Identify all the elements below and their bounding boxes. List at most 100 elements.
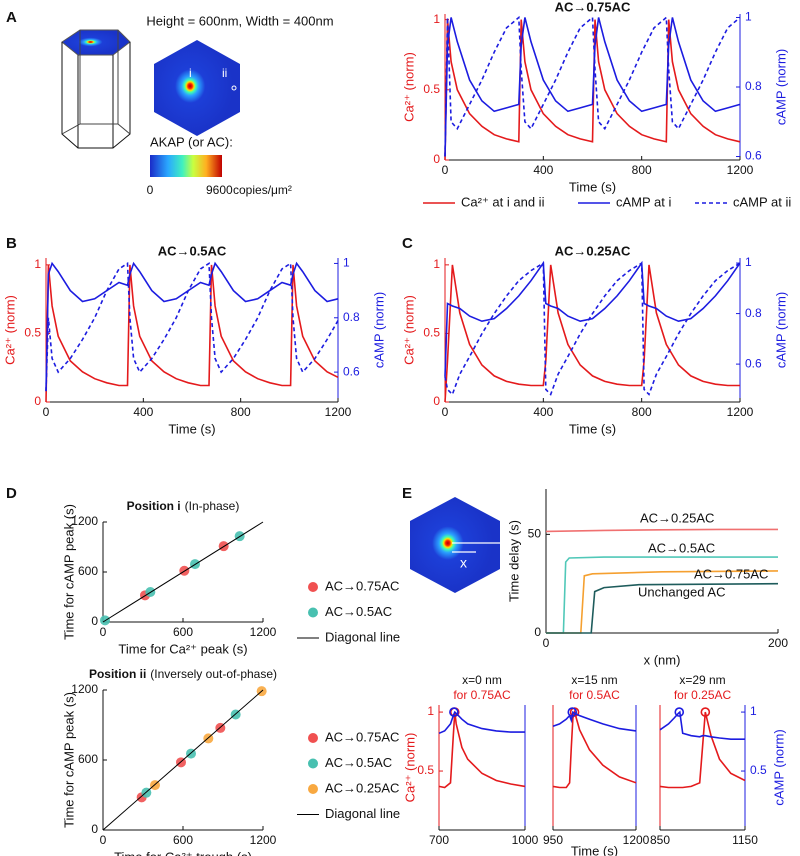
y2-tick-label: 1 [343, 256, 350, 270]
x-tick-label: 1200 [727, 163, 754, 177]
x-tick-label: 400 [133, 405, 153, 419]
x-tick-label: 600 [173, 625, 193, 639]
x-axis-label: Time (s) [168, 421, 215, 436]
chart-subtitle: for 0.75AC [453, 688, 511, 702]
point-marker [231, 85, 237, 91]
y2-tick-label: 0.6 [745, 149, 762, 163]
title-note: (In-phase) [185, 499, 240, 513]
chart-title: Position i (In-phase) [127, 499, 240, 513]
y2-axis-label: cAMP (norm) [771, 729, 786, 805]
point-label: ii [222, 66, 227, 80]
colorbar-unit: copies/μm² [233, 183, 292, 197]
x-tick-label: 1150 [732, 833, 758, 847]
x-tick-label: 0 [442, 163, 449, 177]
legend-label: cAMP at ii [733, 194, 791, 209]
y2-tick-label: 1 [745, 255, 752, 269]
peak-marker [674, 707, 685, 717]
y2-axis-label: cAMP (norm) [371, 292, 386, 368]
inset-hexagon [410, 497, 500, 593]
legend-swatch [308, 582, 318, 592]
series-line [444, 15, 741, 157]
line-label: AC→0.25AC [640, 510, 714, 525]
y-tick-label: 1200 [71, 514, 98, 528]
series-line [552, 710, 637, 732]
x-tick-label: 400 [533, 163, 553, 177]
chart-title: AC→0.5AC [158, 243, 227, 258]
series-line [102, 521, 264, 623]
series-line [438, 712, 526, 789]
y-tick-label: 0.5 [423, 326, 440, 340]
y2-tick-label: 0.8 [745, 79, 762, 93]
y-tick-label: 0 [91, 614, 98, 628]
y-tick-label: 0 [433, 394, 440, 408]
x-axis-label: Time (s) [569, 421, 616, 436]
x-tick-label: 1200 [325, 405, 352, 419]
x-tick-label: 1200 [727, 405, 754, 419]
y-axis-label: Ca²⁺ (norm) [401, 295, 416, 365]
series-line [552, 709, 637, 789]
legend-label: AC→0.25AC [325, 780, 399, 795]
chart-title: x=29 nm [679, 673, 725, 687]
x-axis-label: Time for Ca²⁺ trough (s) [114, 849, 252, 856]
y2-tick-label: 1 [745, 10, 752, 24]
dimensions: Height = 600nm, Width = 400nm [146, 13, 333, 28]
x-tick-label: 950 [543, 833, 563, 847]
y-tick-label: 1 [433, 257, 440, 271]
line-label: AC→0.5AC [648, 540, 715, 555]
peak-marker [700, 707, 711, 717]
peak-marker [449, 707, 459, 717]
title-main: Position ii [89, 667, 146, 681]
title-note: (Inversely out-of-phase) [150, 667, 277, 681]
y-tick-label: 1 [433, 12, 440, 26]
series-line [102, 689, 264, 831]
y-axis-label: Ca²⁺ (norm) [2, 295, 17, 365]
y-tick-label: 1 [427, 704, 434, 718]
x-tick-label: 0 [43, 405, 50, 419]
y-axis-label: Ca²⁺ (norm) [402, 733, 417, 803]
chart-title: x=15 nm [571, 673, 617, 687]
y2-tick-label: 0.6 [343, 364, 360, 378]
y-tick-label: 600 [78, 564, 98, 578]
y2-tick-label: 0.5 [750, 763, 767, 777]
series-line [45, 261, 339, 392]
legend-label: Diagonal line [325, 806, 400, 821]
legend-swatch [308, 784, 318, 794]
panel-label: C [402, 235, 413, 252]
colorbar-tick-label: 9600 [206, 183, 233, 197]
y-tick-label: 0.5 [24, 326, 41, 340]
chart-subtitle: for 0.5AC [569, 688, 620, 702]
legend-label: Diagonal line [325, 629, 400, 644]
line-label: AC→0.75AC [694, 566, 768, 581]
x-tick-label: 1200 [250, 833, 277, 847]
series-line [545, 528, 778, 533]
x-tick-label: 800 [632, 405, 652, 419]
series-line [546, 582, 779, 634]
chart-subtitle: for 0.25AC [674, 688, 732, 702]
y2-tick-label: 1 [750, 704, 757, 718]
y-tick-label: 0 [34, 394, 41, 408]
colorbar-title: AKAP (or AC): [150, 134, 233, 149]
y-axis-label: Time for cAMP peak (s) [61, 504, 76, 640]
prism [61, 29, 131, 149]
panel-label: D [6, 485, 17, 502]
colorbar-tick-label: 0 [147, 183, 154, 197]
chart-title: x=0 nm [462, 673, 502, 687]
y-tick-label: 600 [78, 752, 98, 766]
panel-label: E [402, 485, 412, 502]
x-axis-label: Time (s) [569, 179, 616, 194]
x-tick-label: 200 [768, 636, 788, 650]
y2-axis-label: cAMP (norm) [773, 49, 788, 125]
legend-swatch [308, 733, 318, 743]
y-tick-label: 0.5 [423, 82, 440, 96]
series-line [45, 264, 339, 403]
x-tick-label: 800 [231, 405, 251, 419]
panel-label: B [6, 235, 17, 252]
panel-label: A [6, 9, 17, 26]
point-label: i [189, 66, 192, 80]
y2-tick-label: 0.8 [745, 306, 762, 320]
legend-label: AC→0.75AC [325, 729, 399, 744]
colorbar [150, 155, 222, 177]
series-line [444, 260, 741, 377]
series-line [444, 264, 740, 403]
